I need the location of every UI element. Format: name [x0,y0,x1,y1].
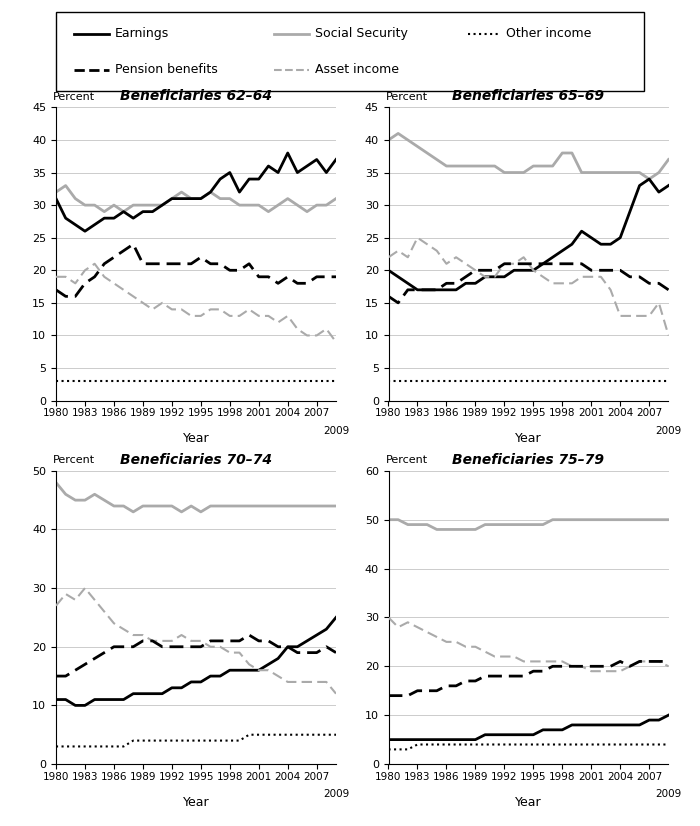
X-axis label: Year: Year [515,432,542,445]
X-axis label: Year: Year [183,432,209,445]
Title: Beneficiaries 75–79: Beneficiaries 75–79 [452,453,605,467]
X-axis label: Year: Year [515,795,542,809]
Text: 2009: 2009 [655,789,682,799]
Text: Percent: Percent [386,455,428,465]
Text: Social Security: Social Security [315,27,407,40]
Text: Earnings: Earnings [115,27,169,40]
Text: 2009: 2009 [323,425,349,435]
Text: Pension benefits: Pension benefits [115,63,218,76]
Text: 2009: 2009 [323,789,349,799]
Text: Percent: Percent [53,92,95,102]
Text: 2009: 2009 [655,425,682,435]
Text: Percent: Percent [386,92,428,102]
Text: Percent: Percent [53,455,95,465]
X-axis label: Year: Year [183,795,209,809]
Text: Other income: Other income [506,27,592,40]
Title: Beneficiaries 70–74: Beneficiaries 70–74 [120,453,272,467]
Title: Beneficiaries 65–69: Beneficiaries 65–69 [452,89,605,103]
Title: Beneficiaries 62–64: Beneficiaries 62–64 [120,89,272,103]
Text: Asset income: Asset income [315,63,399,76]
